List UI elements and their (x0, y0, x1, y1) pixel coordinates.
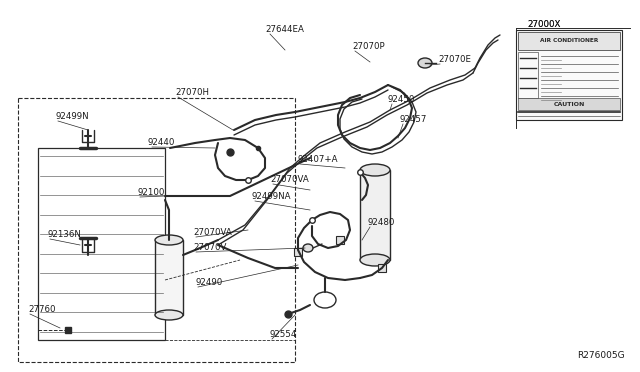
Text: 27760: 27760 (28, 305, 56, 314)
Text: 92440: 92440 (148, 138, 175, 147)
Text: 92136N: 92136N (48, 230, 82, 239)
Text: R276005G: R276005G (577, 351, 625, 360)
Text: 92407+A: 92407+A (298, 155, 339, 164)
Text: 27070E: 27070E (438, 55, 471, 64)
Text: 92490: 92490 (195, 278, 222, 287)
Bar (294, 248, 302, 256)
Bar (18, 98, 295, 362)
Text: 27000X: 27000X (527, 20, 561, 29)
Text: 92499NA: 92499NA (252, 192, 291, 201)
Bar (38, 148, 165, 340)
Text: 92450: 92450 (388, 95, 415, 104)
Bar (155, 240, 183, 315)
Ellipse shape (155, 235, 183, 245)
Bar (518, 98, 620, 110)
Ellipse shape (303, 244, 313, 252)
Text: 27070V: 27070V (193, 243, 227, 252)
Text: 27070H: 27070H (175, 88, 209, 97)
Ellipse shape (418, 58, 432, 68)
Text: 27000X: 27000X (527, 20, 561, 29)
Ellipse shape (155, 310, 183, 320)
Ellipse shape (360, 254, 390, 266)
Text: 92499N: 92499N (55, 112, 88, 121)
Bar (378, 264, 386, 272)
Text: AIR CONDITIONER: AIR CONDITIONER (540, 38, 598, 44)
Text: 92480: 92480 (368, 218, 396, 227)
Text: 92457: 92457 (400, 115, 428, 124)
Text: 27070VA: 27070VA (193, 228, 232, 237)
Ellipse shape (360, 164, 390, 176)
Bar (336, 236, 344, 244)
Text: 27070VA: 27070VA (270, 175, 308, 184)
Text: 92100: 92100 (138, 188, 165, 197)
Text: CAUTION: CAUTION (554, 102, 585, 106)
Bar (518, 32, 620, 50)
Text: 27644EA: 27644EA (265, 25, 304, 34)
Bar (516, 30, 622, 120)
Text: 92554: 92554 (270, 330, 298, 339)
Bar (518, 52, 538, 98)
Bar (360, 170, 390, 260)
Text: 27070P: 27070P (352, 42, 385, 51)
